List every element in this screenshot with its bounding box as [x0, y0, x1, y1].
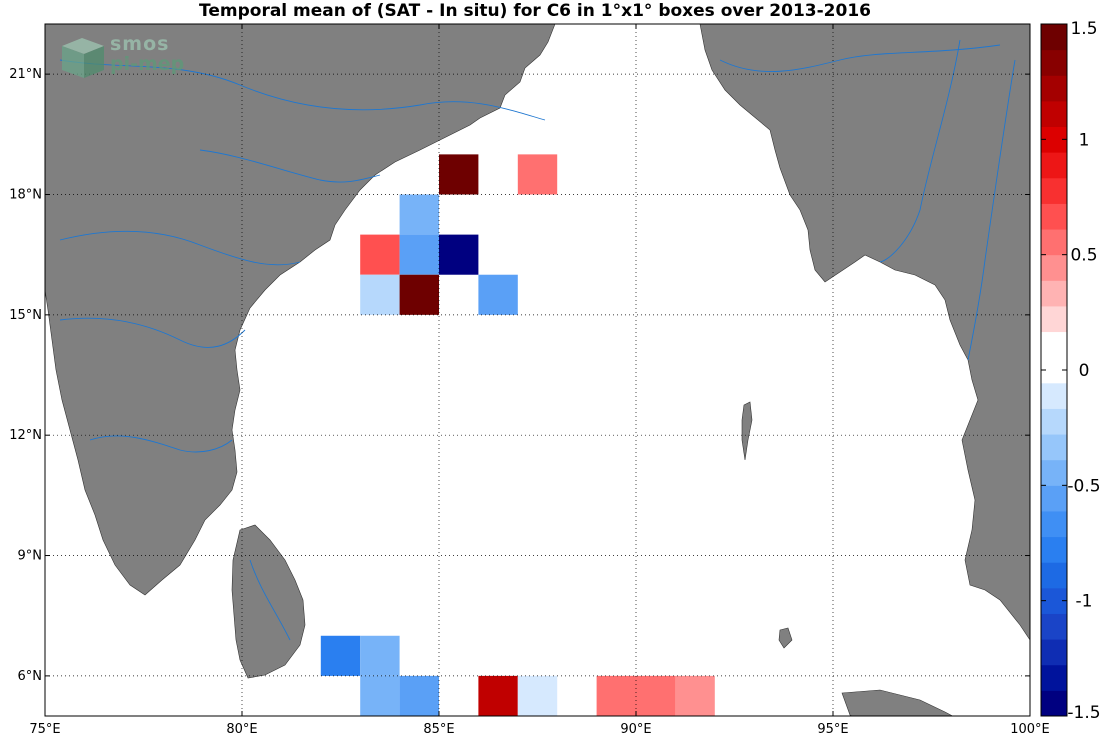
heatmap-cell: [439, 234, 479, 275]
colorbar-swatch: [1041, 536, 1067, 563]
colorbar-swatch: [1041, 177, 1067, 204]
heatmap-cell: [478, 274, 518, 315]
heatmap-cell: [360, 234, 400, 275]
heatmap-cell: [399, 274, 439, 315]
lat-tick-label: 21°N: [9, 67, 42, 82]
colorbar-swatch: [1041, 254, 1067, 281]
lon-tick-label: 80°E: [226, 722, 257, 737]
colorbar-tick-label: -1.5: [1067, 703, 1100, 723]
heatmap-cell: [675, 675, 715, 716]
lat-tick-label: 15°N: [9, 308, 42, 323]
longitude-ticks: 75°E 80°E 85°E 90°E 95°E 100°E: [29, 24, 1050, 737]
lon-tick-label: 85°E: [423, 722, 454, 737]
sumatra-tip: [841, 689, 954, 716]
heatmap-cell: [399, 194, 439, 235]
latitude-ticks: 6°N 9°N 12°N 15°N 18°N 21°N: [9, 67, 1030, 684]
map-title: Temporal mean of (SAT - In situ) for C6 …: [199, 1, 871, 21]
colorbar-swatch: [1041, 331, 1067, 358]
heatmap-cell: [478, 675, 518, 716]
river-salween: [967, 59, 1016, 361]
heatmap-cell: [360, 675, 400, 716]
river-mahanadi: [199, 149, 381, 183]
colorbar-swatch: [1041, 459, 1067, 486]
heatmap-cells: [320, 154, 715, 716]
heatmap-cell: [360, 635, 400, 676]
lat-tick-label: 6°N: [18, 669, 43, 684]
heatmap-cell: [517, 154, 558, 195]
colorbar-swatch: [1041, 434, 1067, 461]
nicobar-island: [778, 627, 793, 649]
heatmap-cell: [399, 234, 439, 275]
lon-tick-label: 90°E: [620, 722, 651, 737]
heatmap-cell: [360, 274, 400, 315]
lon-tick-label: 100°E: [1010, 722, 1050, 737]
colorbar-tick-label: -1: [1076, 592, 1093, 612]
colorbar-tick-label: 1: [1079, 130, 1090, 150]
heatmap-cell: [399, 675, 439, 716]
logo-cube-icon: [62, 38, 104, 78]
colorbar-swatch: [1041, 485, 1067, 512]
colorbar-swatch: [1041, 152, 1067, 179]
colorbar-swatch: [1041, 229, 1067, 256]
lat-tick-label: 12°N: [9, 428, 42, 443]
colorbar-swatch: [1041, 305, 1067, 333]
colorbar-swatch: [1041, 613, 1067, 640]
river-irrawaddy: [879, 39, 961, 263]
heatmap-cell: [517, 675, 558, 716]
river-krishna: [59, 317, 246, 348]
logo-line2: pi-mep: [110, 53, 185, 75]
colorbar-swatch: [1041, 639, 1067, 666]
heatmap-cell: [636, 675, 676, 716]
rivers-layer: [59, 39, 1016, 641]
colorbar-swatch: [1041, 562, 1067, 589]
river-ganges: [59, 59, 546, 121]
colorbar-swatch: [1041, 49, 1067, 76]
plot-frame: [44, 23, 1031, 717]
river-brahmaputra: [719, 44, 1001, 72]
colorbar-swatch: [1041, 203, 1067, 230]
colorbar-swatch: [1041, 75, 1067, 102]
river-godavari: [59, 230, 301, 266]
colorbar-swatch: [1041, 280, 1067, 307]
river-srilanka: [249, 559, 291, 641]
colorbar-swatch: [1041, 510, 1067, 538]
colorbar: [1040, 23, 1068, 717]
lat-tick-label: 9°N: [18, 549, 43, 564]
colorbar-ticks: -1.5 -1 -0.5 0 0.5 1 1.5: [1041, 19, 1101, 723]
heatmap-cell: [439, 154, 479, 195]
colorbar-swatch: [1041, 408, 1067, 435]
colorbar-swatch: [1041, 100, 1067, 128]
srilanka-landmass: [231, 524, 306, 679]
colorbar-swatch: [1041, 24, 1067, 51]
smos-pimep-logo: smos pi-mep: [58, 34, 198, 84]
colorbar-swatch: [1041, 690, 1067, 717]
colorbar-tick-label: 0.5: [1070, 246, 1097, 266]
colorbar-swatch: [1041, 664, 1067, 691]
colorbar-tick-label: -0.5: [1067, 476, 1100, 496]
graticule: [45, 24, 1030, 716]
logo-line1: smos: [110, 33, 170, 55]
land-layer: [45, 24, 1030, 716]
andaman-island: [741, 401, 753, 461]
lon-tick-label: 75°E: [29, 722, 60, 737]
bangladesh-myanmar-landmass: [699, 24, 1030, 641]
lat-tick-label: 18°N: [9, 187, 42, 202]
colorbar-tick-label: 0: [1079, 361, 1090, 381]
heatmap-cell: [596, 675, 636, 716]
colorbar-swatch: [1041, 382, 1067, 409]
india-landmass: [45, 24, 556, 596]
heatmap-cell: [320, 635, 361, 676]
lon-tick-label: 95°E: [817, 722, 848, 737]
colorbar-tick-label: 1.5: [1070, 19, 1097, 39]
heatmap-cell: [675, 635, 715, 676]
river-kaveri: [89, 435, 233, 453]
